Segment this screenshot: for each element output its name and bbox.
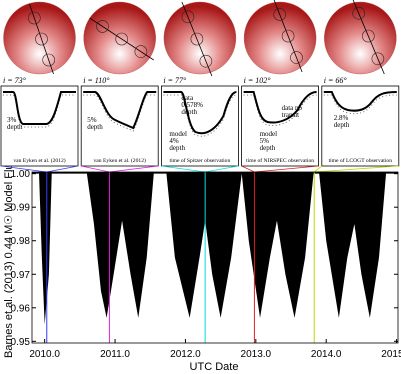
planet xyxy=(35,32,48,46)
planet xyxy=(190,32,204,46)
connector xyxy=(46,165,79,173)
connector xyxy=(81,165,110,173)
planet-path xyxy=(273,0,303,73)
model-curve xyxy=(3,91,76,125)
model-curve xyxy=(243,91,317,124)
x-tick-label: 2015.0 xyxy=(381,349,401,360)
planet xyxy=(352,6,366,20)
depth-note: 3% xyxy=(7,116,17,124)
x-tick-label: 2011.0 xyxy=(100,349,130,360)
connector xyxy=(314,165,399,173)
connector xyxy=(205,165,239,173)
planet xyxy=(42,53,56,67)
depth-note: model xyxy=(260,130,278,138)
panel-caption: van Eyken et al. (2012) xyxy=(13,157,65,164)
star-sphere xyxy=(163,1,237,75)
connector xyxy=(254,165,319,173)
x-tick-label: 2014.0 xyxy=(311,349,342,360)
panel-frame xyxy=(80,85,159,167)
y-tick-label: 1.00 xyxy=(11,169,31,180)
connector xyxy=(161,165,206,173)
star-sphere xyxy=(3,1,76,75)
planet xyxy=(96,20,109,33)
light-curve-panel: 3%depth van Eyken et al. (2012) xyxy=(0,85,79,167)
planet xyxy=(199,54,213,68)
planet-path xyxy=(352,0,385,75)
depth-note: data no xyxy=(282,104,303,112)
connector xyxy=(0,165,47,173)
depth-note: 5% xyxy=(260,137,270,145)
x-axis-label: UTC Date xyxy=(190,361,239,373)
connector xyxy=(241,165,255,173)
model-curve xyxy=(83,91,157,130)
depth-note: transit xyxy=(282,111,300,119)
x-tick-label: 2013.0 xyxy=(241,349,272,360)
star-sphere xyxy=(243,1,317,75)
x-tick-label: 2012.0 xyxy=(170,349,201,360)
panel-caption: time of Spitzer observation xyxy=(170,157,231,164)
planet-path xyxy=(181,1,213,77)
panel-caption: van Eyken et al. (2012) xyxy=(94,157,146,164)
planet xyxy=(273,8,287,21)
inclination-label: i = 66° xyxy=(324,76,348,85)
y-axis-label: Barnes et al. (2013) 0.44 M☉ Model Flux xyxy=(3,157,15,358)
inclination-label: i = 110° xyxy=(83,76,110,85)
depth-note: 0.578% xyxy=(181,101,203,109)
plot-frame xyxy=(31,171,399,344)
inclination-label: i = 77° xyxy=(163,76,187,85)
inclination-label: i = 73° xyxy=(3,76,27,85)
y-tick-label: 0.99 xyxy=(11,203,31,214)
planet xyxy=(181,10,195,24)
planet xyxy=(115,32,128,46)
planet xyxy=(371,52,385,66)
flux-area xyxy=(32,172,398,325)
planet-path xyxy=(29,3,54,75)
depth-note: depth xyxy=(181,108,197,116)
depth-note: 2.8% xyxy=(334,114,349,122)
planet xyxy=(27,11,41,25)
panel-caption: time of LCOGT observation xyxy=(329,157,393,164)
panel-frame xyxy=(241,85,320,167)
y-tick-label: 0.97 xyxy=(11,270,31,281)
star-sphere xyxy=(324,1,397,75)
planet xyxy=(361,29,375,43)
planet-path xyxy=(89,17,154,61)
connector xyxy=(313,165,323,173)
x-tick-label: 2010.0 xyxy=(29,349,60,360)
planet xyxy=(290,51,303,64)
depth-note: data xyxy=(181,94,194,102)
y-tick-label: 0.98 xyxy=(11,236,31,247)
depth-note: model xyxy=(169,130,187,138)
panel-frame xyxy=(0,85,79,167)
y-tick-label: 0.95 xyxy=(11,337,31,348)
inclination-label: i = 102° xyxy=(244,76,272,85)
data-points xyxy=(83,94,157,132)
depth-note: depth xyxy=(169,144,185,152)
depth-note: depth xyxy=(334,121,350,129)
planet xyxy=(281,29,295,43)
depth-note: depth xyxy=(260,144,276,152)
depth-note: depth xyxy=(87,123,103,131)
panel-caption: time of NIRSPEC observation xyxy=(246,157,314,164)
light-curve-panel: 2.8%depth time of LCOGT observation xyxy=(321,85,400,167)
depth-note: 4% xyxy=(169,137,179,145)
model-curve xyxy=(323,91,397,112)
planet xyxy=(134,45,148,58)
y-tick-label: 0.96 xyxy=(11,303,31,314)
model-curve xyxy=(163,91,237,135)
depth-note: 5% xyxy=(87,116,97,124)
connector xyxy=(109,165,159,173)
depth-note: depth xyxy=(7,123,23,131)
panel-frame xyxy=(160,85,239,167)
light-curve-panel: 5%depth van Eyken et al. (2012) xyxy=(80,85,159,167)
